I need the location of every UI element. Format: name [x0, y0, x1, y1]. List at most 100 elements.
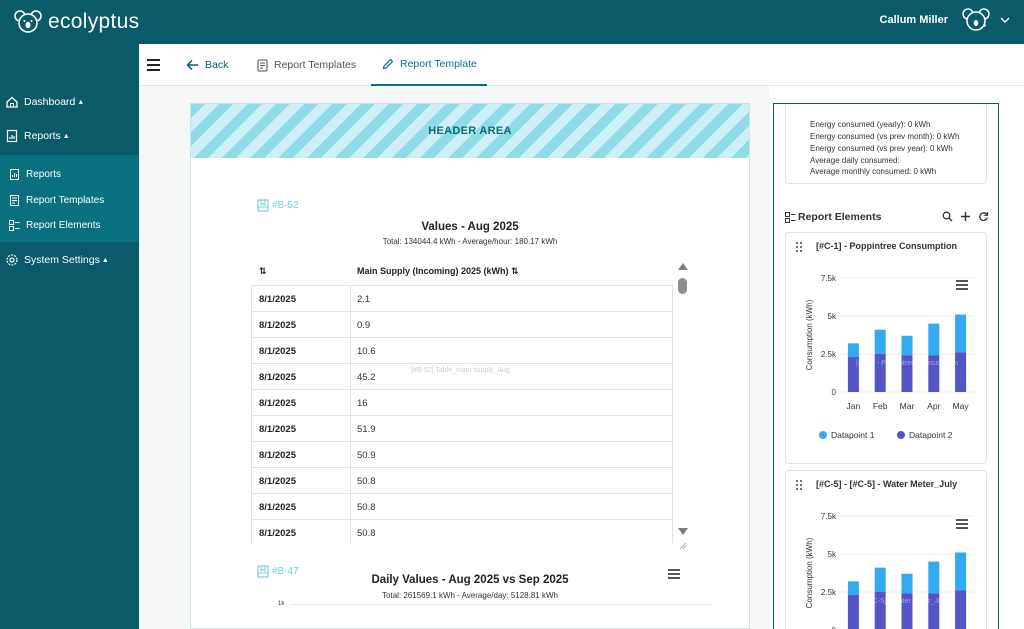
sort-icon[interactable]: ⇅ [259, 266, 267, 276]
bar-datapoint-1 [901, 335, 913, 356]
bar-datapoint-1 [901, 573, 913, 594]
scrollbar-thumb[interactable] [678, 278, 687, 294]
bar-datapoint-1 [847, 581, 859, 596]
info-line: Energy consumed (vs prev year): 0 kWh [810, 144, 953, 153]
x-tick-label: Jan [847, 401, 861, 411]
avatar [962, 8, 990, 31]
summary-card: Energy consumed (yearly): 0 kWh Energy c… [785, 104, 987, 184]
scroll-up-arrow[interactable] [678, 263, 688, 270]
report-element-card[interactable]: [#C-5] - [#C-5] - Water Meter_July 0 2.5k… [785, 470, 987, 629]
sidebar-subitem-label: Report Elements [26, 219, 101, 231]
report-page: HEADER AREA #B-52 Values - Aug 2025 Tota… [190, 103, 750, 629]
y-tick-label: 2.5k [821, 350, 837, 359]
tab-label: Report Templates [274, 59, 357, 71]
user-menu[interactable]: Callum Miller [880, 6, 1010, 34]
bar-datapoint-1 [955, 314, 967, 353]
report-elements-header: Report Elements [785, 208, 989, 226]
logo[interactable]: ecolyptus [14, 8, 139, 36]
top-bar: ecolyptus Callum Miller [0, 0, 1024, 44]
table-row: 8/1/2025 50.9 [251, 441, 673, 468]
chevron-down-icon[interactable] [1000, 16, 1010, 24]
sidebar-item-dashboard[interactable]: Dashboard ▲ [0, 90, 139, 114]
info-line: Energy consumed (yearly): 0 kWh [810, 120, 931, 129]
card-title: [#C-1] - Poppintree Consumption [816, 241, 957, 251]
chart-menu-icon[interactable] [668, 569, 680, 579]
legend-marker [897, 431, 905, 439]
reports-submenu: Reports Report Templates Report Elements [0, 155, 139, 242]
y-tick-label: 5k [828, 312, 837, 321]
chart-watermark: [#C-1] - Poppintree Consumption [856, 360, 958, 367]
chart-menu-icon[interactable] [956, 519, 968, 529]
elements-icon [785, 211, 796, 223]
bar-datapoint-2 [928, 593, 940, 629]
search-icon[interactable] [942, 211, 953, 222]
y-tick-label: 7.5k [821, 274, 837, 283]
block-tag-b47[interactable]: #B-47 [257, 565, 299, 578]
tab-report-templates[interactable]: Report Templates [257, 44, 356, 86]
chart-menu-icon[interactable] [956, 280, 968, 290]
legend-marker [819, 431, 827, 439]
y-tick-label: 5k [828, 550, 837, 559]
sidebar-item-system-settings[interactable]: System Settings ▲ [0, 248, 139, 272]
header-area[interactable]: HEADER AREA [191, 104, 749, 158]
hamburger-menu-icon[interactable] [147, 59, 160, 71]
table-subtitle: Total: 134044.4 kWh - Average/hour: 180.… [382, 237, 558, 246]
tab-label: Report Template [400, 58, 477, 70]
sidebar-item-label: System Settings [24, 254, 100, 266]
bar-datapoint-2 [874, 592, 886, 629]
tab-bar: Back Report Templates Report Template [139, 44, 1024, 86]
table-header: ⇅ Main Supply (Incoming) 2025 (kWh) ⇅ [251, 259, 673, 285]
sidebar-item-reports[interactable]: Reports ▲ [0, 124, 139, 148]
x-tick-label: Mar [900, 401, 915, 411]
back-button[interactable]: Back [186, 44, 228, 86]
bar-datapoint-2 [901, 593, 913, 629]
cell-date: 8/1/2025 [251, 442, 351, 468]
bar-datapoint-1 [847, 343, 859, 358]
legend-label: Datapoint 2 [909, 430, 953, 440]
chart-watermark: [#C-5] - Water Meter_July [867, 598, 947, 605]
report-element-card[interactable]: [#C-1] - Poppintree Consumption 0 2.5k 5k 7… [785, 232, 987, 464]
sidebar-subitem-report-templates[interactable]: Report Templates [0, 189, 139, 211]
refresh-icon[interactable] [978, 211, 989, 222]
bar-datapoint-2 [874, 354, 886, 392]
bar-datapoint-2 [955, 590, 967, 629]
info-line: Average daily consumed: [810, 156, 900, 165]
resize-handle-icon[interactable] [677, 540, 687, 550]
drag-handle-icon[interactable] [796, 480, 804, 491]
tab-report-template[interactable]: Report Template [371, 44, 487, 86]
app-name: ecolyptus [48, 10, 140, 33]
y-axis-label: Consumption (kWh) [805, 299, 814, 370]
sidebar-subitem-report-elements[interactable]: Report Elements [0, 214, 139, 236]
table-row: 8/1/2025 16 [251, 389, 673, 416]
home-icon [6, 96, 18, 108]
cell-value: 50.8 [351, 494, 673, 520]
cell-value: 45.2 [351, 364, 673, 390]
legend-label: Datapoint 1 [831, 430, 875, 440]
bar-datapoint-1 [955, 552, 967, 591]
block-tag-label: #B-47 [272, 566, 299, 577]
bar-datapoint-2 [928, 355, 940, 392]
cell-date: 8/1/2025 [251, 416, 351, 442]
cell-value: 2.1 [351, 286, 673, 312]
chart-ytick: 1k [278, 601, 285, 607]
bar-datapoint-2 [955, 352, 967, 392]
table-row: 8/1/2025 50.8 [251, 467, 673, 494]
template-icon [257, 58, 268, 72]
sidebar-subitem-reports[interactable]: Reports [0, 163, 139, 185]
card-title: [#C-5] - [#C-5] - Water Meter_July [816, 479, 958, 489]
cell-date: 8/1/2025 [251, 312, 351, 338]
block-icon [257, 565, 269, 578]
scroll-down-arrow[interactable] [678, 528, 688, 535]
drag-handle-icon[interactable] [796, 242, 804, 253]
reports-icon [6, 129, 18, 143]
table-row: 8/1/2025 50.8 [251, 493, 673, 520]
bar-datapoint-1 [874, 329, 886, 354]
block-tag-b52[interactable]: #B-52 [257, 199, 299, 212]
sidebar-subitem-label: Report Templates [26, 194, 105, 206]
arrow-left-icon [186, 59, 198, 71]
column-header-main-supply[interactable]: Main Supply (Incoming) 2025 (kWh) ⇅ [357, 266, 519, 276]
cell-date: 8/1/2025 [251, 468, 351, 494]
cell-date: 8/1/2025 [251, 520, 351, 543]
plus-icon[interactable] [960, 211, 971, 222]
